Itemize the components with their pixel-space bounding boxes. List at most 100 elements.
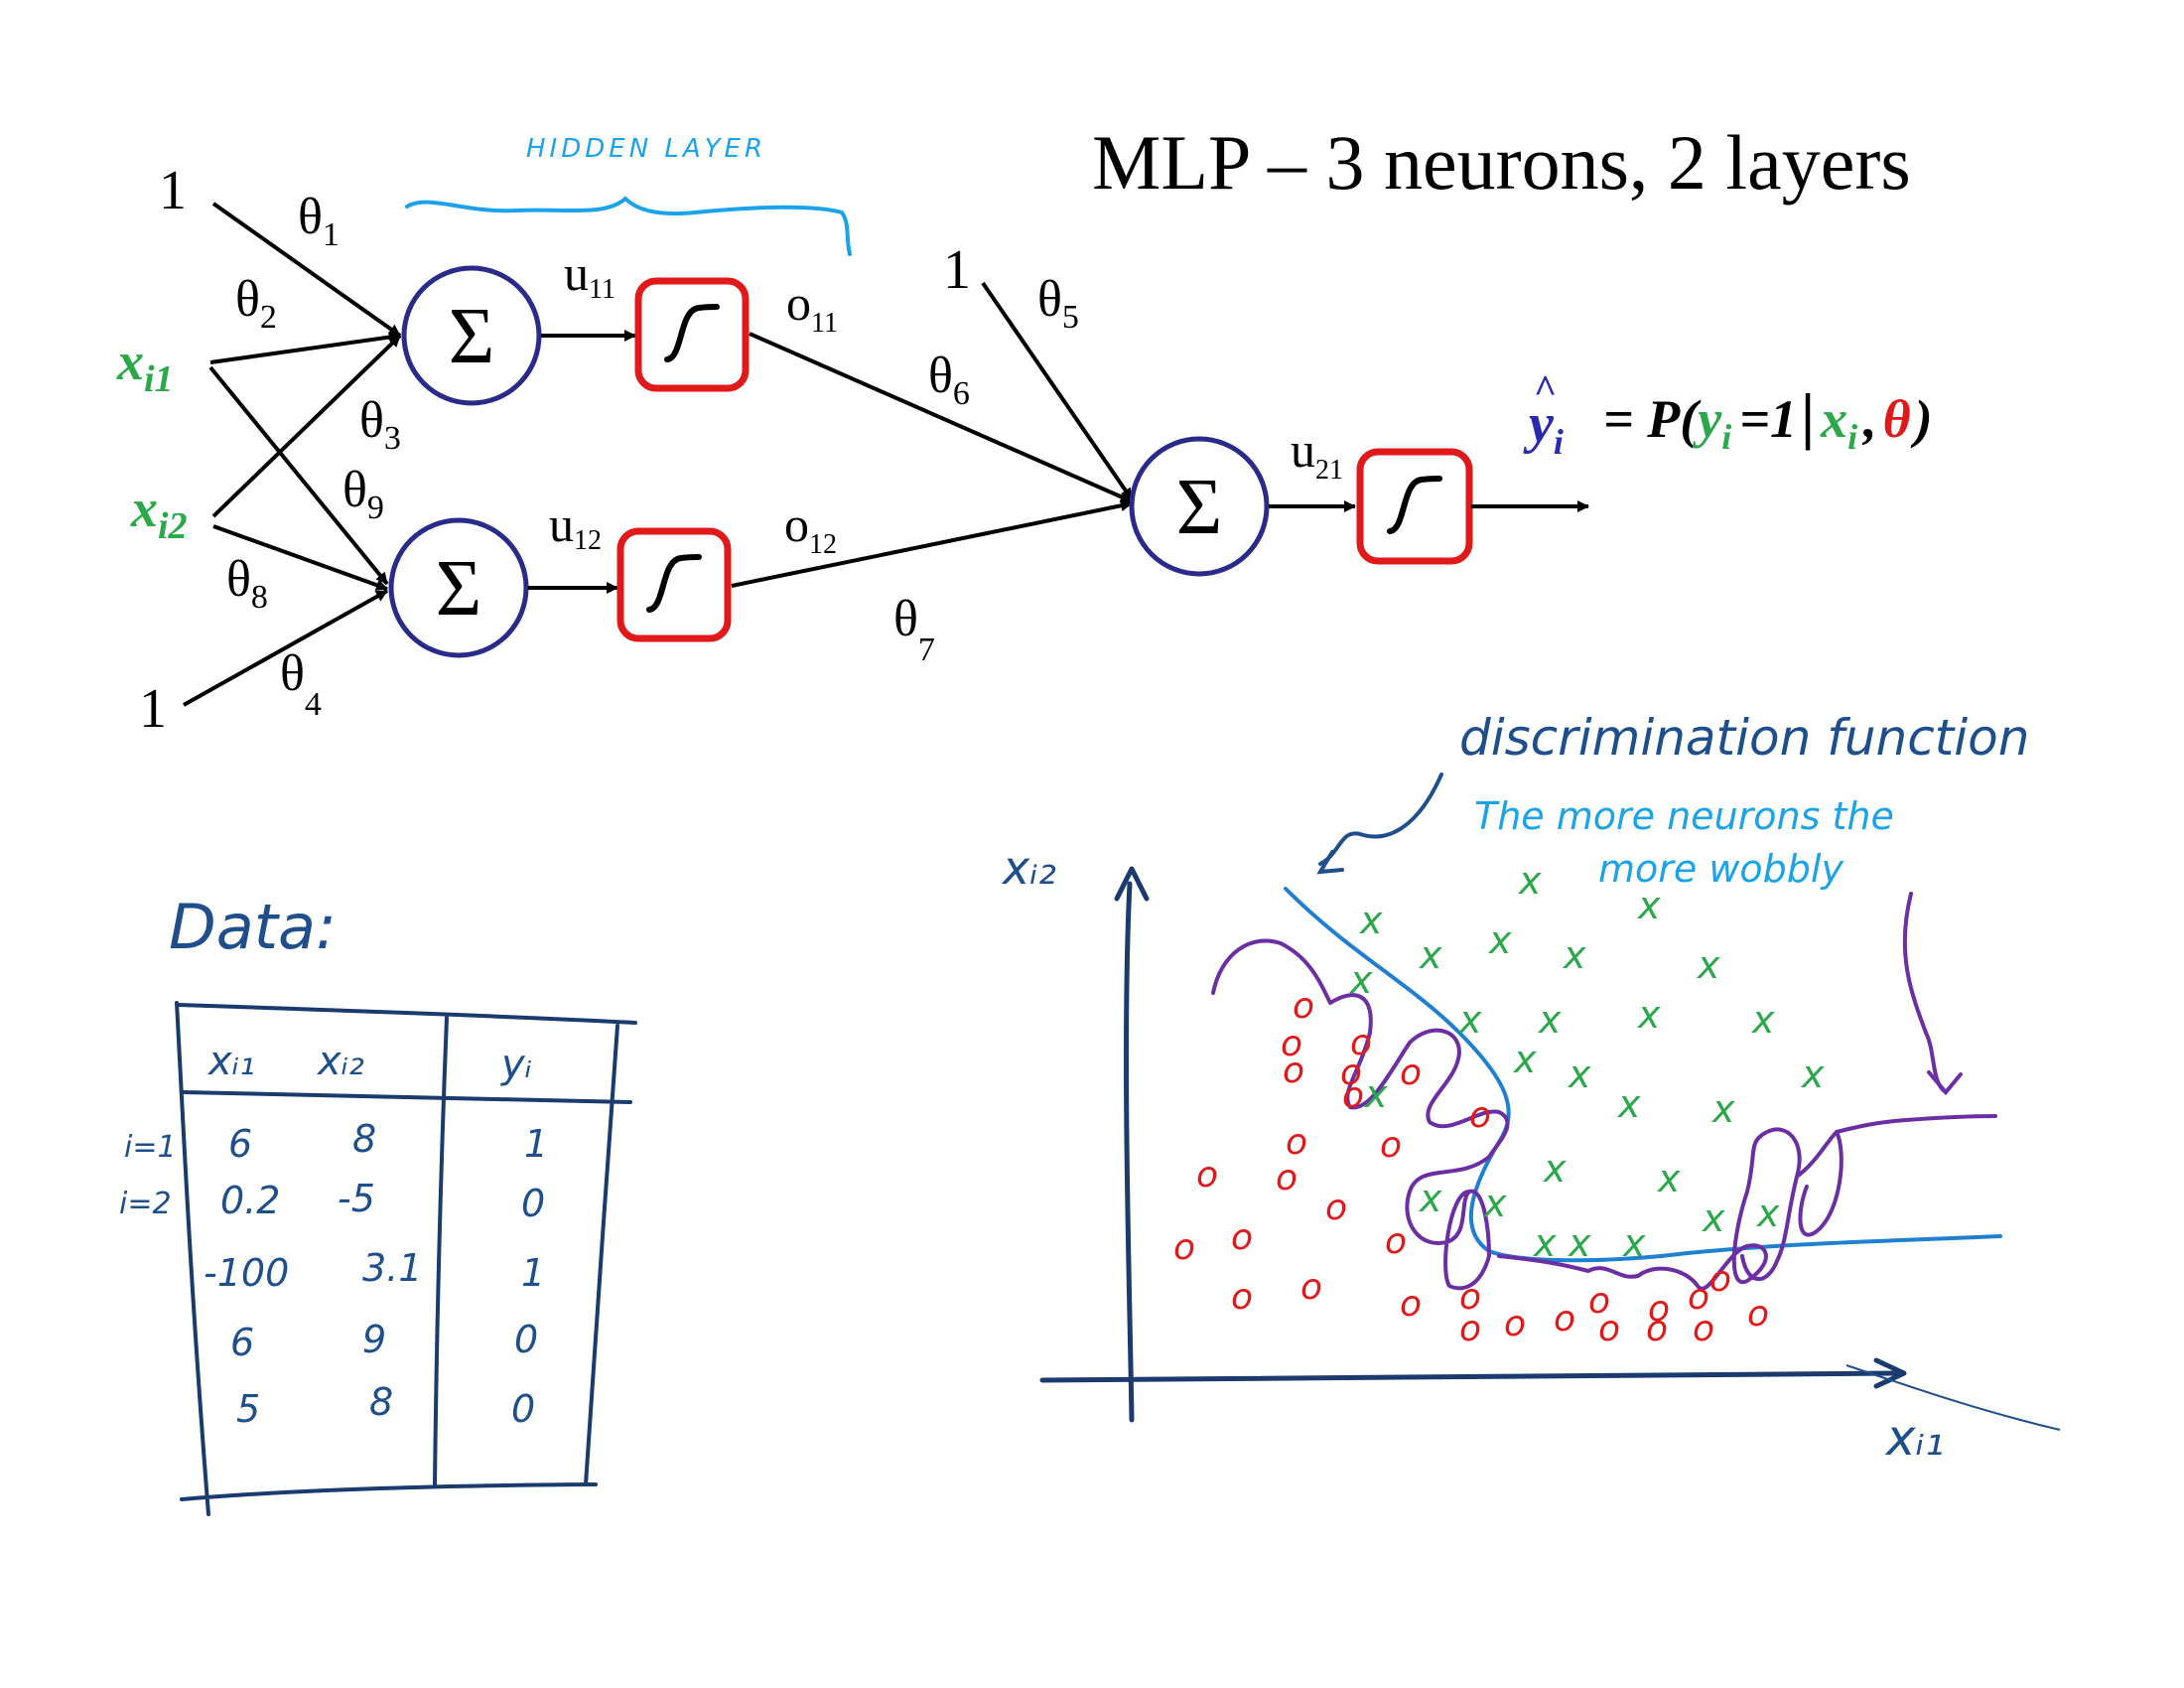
cross-marker: x (1617, 1082, 1641, 1126)
activation-1 (634, 277, 750, 392)
theta-7-label: θ7 (893, 591, 935, 668)
edge-x1-to-h2 (208, 365, 389, 586)
circle-marker: o (1588, 1281, 1610, 1322)
cross-marker: x (1543, 1147, 1567, 1191)
class-1-points: x x x x x x x x x x x x x x x x x x x x … (1349, 859, 1825, 1265)
table-cell: 1 (521, 1251, 545, 1295)
circle-marker: o (1400, 1053, 1422, 1093)
col-header-x2: xᵢ₂ (316, 1039, 364, 1084)
cross-marker: x (1359, 899, 1383, 942)
theta-5-label: θ5 (1037, 271, 1079, 336)
col-header-x1: xᵢ₁ (206, 1039, 255, 1084)
cross-marker: x (1751, 998, 1775, 1042)
cross-marker: x (1518, 859, 1542, 903)
cross-marker: x (1483, 1182, 1507, 1225)
cross-marker: x (1513, 1038, 1537, 1081)
table-cell: 8 (369, 1380, 393, 1424)
cross-marker: x (1622, 1221, 1646, 1265)
o11-label: o11 (786, 275, 838, 339)
activation-2 (616, 527, 732, 642)
circle-marker: o (1709, 1259, 1731, 1300)
sigmoid-icon (664, 304, 720, 362)
cross-marker: x (1801, 1053, 1825, 1096)
equation-body: = P(yi =1| xi, θ) (1603, 380, 1933, 457)
theta-8-label: θ8 (226, 551, 268, 616)
cross-marker: x (1568, 1053, 1591, 1096)
wobbly-annotation-arrow (1902, 892, 1948, 1094)
cross-marker: x (1657, 1157, 1681, 1200)
cross-marker: x (1488, 918, 1512, 962)
y-hat: yi (1523, 393, 1564, 462)
table-cell: 0 (514, 1318, 538, 1361)
y-axis (1124, 881, 1135, 1423)
table-cell: -5 (338, 1177, 375, 1220)
u21-label: u21 (1291, 422, 1343, 486)
cross-marker: x (1458, 998, 1482, 1042)
theta-4-label: θ4 (280, 645, 322, 723)
theta-6-label: θ6 (928, 348, 970, 412)
table-header-line (182, 1090, 632, 1104)
circle-marker: o (1231, 1277, 1253, 1318)
sum-icon: Σ (436, 545, 482, 633)
y-axis-arrow (1114, 866, 1150, 902)
table-cell: 6 (230, 1321, 254, 1364)
circle-marker: o (1646, 1309, 1668, 1349)
cross-marker: x (1702, 1196, 1725, 1240)
bias-top: 1 (159, 160, 187, 221)
data-heading: Data: (169, 891, 337, 963)
circle-marker: o (1231, 1217, 1253, 1258)
cross-marker: x (1419, 1177, 1442, 1220)
table-cell: 1 (524, 1122, 548, 1166)
table-cell: 8 (352, 1117, 376, 1161)
input-x-i2: xi2 (130, 479, 188, 547)
cross-marker: x (1538, 998, 1562, 1042)
circle-marker: o (1693, 1309, 1714, 1349)
annotation-line-1: The more neurons the (1474, 794, 1894, 838)
circle-marker: o (1300, 1267, 1322, 1308)
network-diagram: 1 1 xi1 xi2 θ1 θ2 θ3 θ9 θ8 θ4 Σ u11 o11 … (116, 160, 1589, 740)
circle-marker: o (1293, 986, 1314, 1027)
o12-label: o12 (784, 496, 837, 560)
sum-icon: Σ (1176, 464, 1223, 551)
circle-marker: o (1283, 1051, 1304, 1091)
theta-2-label: θ2 (235, 271, 277, 336)
theta-3-label: θ3 (359, 392, 401, 457)
row-label-1: i=1 (124, 1130, 177, 1165)
circle-marker: o (1350, 1023, 1372, 1063)
circle-marker: o (1380, 1125, 1402, 1166)
table-cell: 6 (228, 1122, 252, 1166)
theta-1-label: θ1 (298, 189, 340, 253)
circle-marker: o (1598, 1309, 1620, 1349)
activation-output (1356, 448, 1473, 565)
wobbly-boundary (1211, 938, 1997, 1291)
table-cell: 5 (236, 1387, 260, 1431)
circle-marker: o (1286, 1122, 1307, 1163)
circle-marker: o (1648, 1289, 1670, 1330)
annotation-arrow (1318, 773, 1443, 866)
circle-marker: o (1400, 1284, 1422, 1325)
circle-marker: o (1281, 1024, 1302, 1064)
table-cell: 0 (521, 1182, 545, 1225)
circle-marker: o (1325, 1188, 1347, 1228)
wobbly-annotation-arrow-head (1927, 1070, 1963, 1096)
data-table: Data: xᵢ₁ xᵢ₂ yᵢ i=1 i=2 6 8 1 0.2 -5 0 … (119, 891, 637, 1516)
smooth-boundary (1284, 887, 2002, 1263)
cross-marker: x (1364, 1072, 1388, 1116)
cross-marker: x (1637, 884, 1661, 927)
circle-marker: o (1340, 1053, 1362, 1093)
cross-marker: x (1419, 933, 1442, 977)
sigmoid-icon (646, 554, 702, 613)
decision-plot: discrimination function The more neurons… (1001, 709, 2061, 1467)
circle-marker: o (1276, 1158, 1297, 1198)
circle-marker: o (1747, 1294, 1769, 1335)
cross-marker: x (1533, 1221, 1557, 1265)
hidden-neuron-2 (388, 517, 529, 658)
table-right-line (584, 1024, 619, 1486)
sum-icon: Σ (449, 293, 495, 380)
edge-x2-to-h2 (212, 524, 388, 591)
cross-marker: x (1349, 958, 1373, 1002)
circle-marker: o (1459, 1309, 1481, 1349)
table-left-line (175, 1001, 210, 1516)
cross-marker: x (1568, 1221, 1591, 1265)
